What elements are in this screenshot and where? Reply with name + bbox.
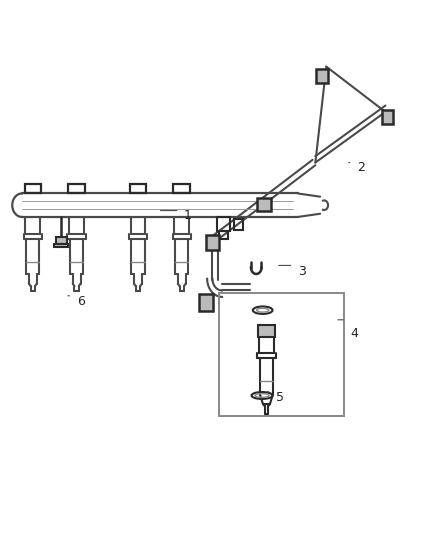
Bar xyxy=(219,293,344,416)
Bar xyxy=(25,184,41,193)
Text: 3: 3 xyxy=(298,265,306,278)
Bar xyxy=(130,184,146,193)
Bar xyxy=(56,237,67,244)
Bar xyxy=(68,184,85,193)
Bar xyxy=(206,235,219,250)
Bar xyxy=(173,184,190,193)
Bar xyxy=(217,217,230,231)
Bar xyxy=(257,198,271,211)
Bar xyxy=(219,231,228,239)
Bar xyxy=(54,244,68,247)
Text: 5: 5 xyxy=(276,391,284,403)
Bar xyxy=(234,219,243,230)
Bar xyxy=(199,294,213,311)
Text: 2: 2 xyxy=(357,161,365,174)
Text: 1: 1 xyxy=(184,209,192,222)
Bar xyxy=(382,110,393,124)
Text: 4: 4 xyxy=(350,327,358,340)
Text: 6: 6 xyxy=(77,295,85,308)
Bar xyxy=(316,69,328,83)
Bar xyxy=(258,325,275,337)
